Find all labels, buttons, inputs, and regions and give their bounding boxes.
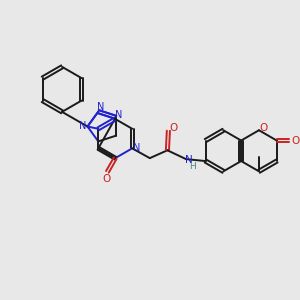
Text: H: H	[190, 162, 196, 171]
Text: O: O	[169, 123, 177, 133]
Text: N: N	[134, 143, 141, 153]
Text: O: O	[291, 136, 299, 146]
Text: O: O	[260, 123, 268, 133]
Text: N: N	[97, 102, 104, 112]
Text: O: O	[102, 174, 111, 184]
Text: N: N	[79, 121, 86, 130]
Text: N: N	[185, 155, 193, 165]
Text: N: N	[116, 110, 123, 120]
